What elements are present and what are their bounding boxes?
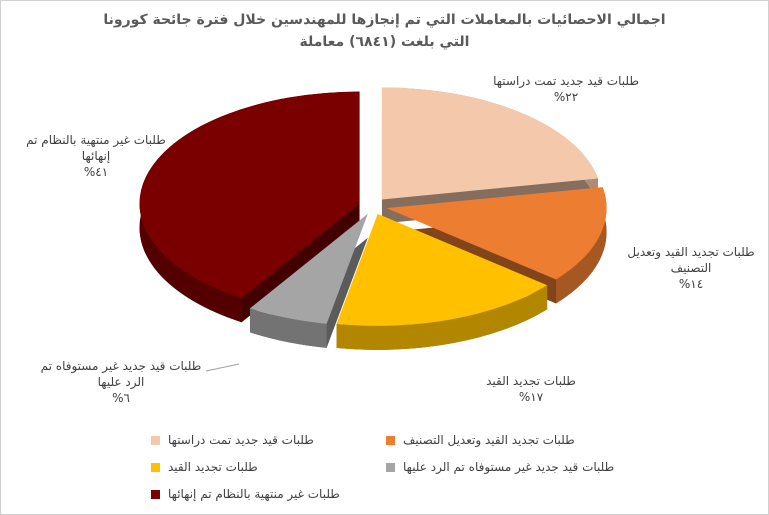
data-label-name: طلبات قيد جديد تمت دراستها xyxy=(493,74,639,88)
data-label: طلبات قيد جديد غير مستوفاه تم الرد عليها… xyxy=(31,358,211,406)
chart-subtitle: التي بلغت (٦٨٤١) معاملة xyxy=(299,34,470,50)
slice xyxy=(386,187,607,280)
legend-swatch xyxy=(386,462,395,472)
legend-label: طلبات قيد جديد غير مستوفاه تم الرد عليها xyxy=(403,460,615,474)
slice xyxy=(139,91,360,299)
legend-item: طلبات قيد جديد غير مستوفاه تم الرد عليها xyxy=(386,460,614,474)
legend-item: طلبات تجديد القيد xyxy=(151,460,258,474)
legend-swatch xyxy=(386,435,395,445)
legend-item: طلبات غير منتهية بالنظام تم إنهائها xyxy=(151,487,340,501)
data-label: طلبات غير منتهية بالنظام تم إنهائها ٤١% xyxy=(11,132,181,180)
data-label-name: طلبات قيد جديد غير مستوفاه تم الرد عليها xyxy=(40,359,202,389)
data-label-name: طلبات تجديد القيد xyxy=(486,374,576,388)
legend-swatch xyxy=(151,489,160,499)
legend-item: طلبات تجديد القيد وتعديل التصنيف xyxy=(386,433,575,447)
slice xyxy=(249,213,368,324)
legend-swatch xyxy=(151,435,160,445)
legend-item: طلبات قيد جديد تمت دراستها xyxy=(151,433,314,447)
slice xyxy=(336,213,548,326)
data-label-value: ٢٢% xyxy=(553,90,579,104)
slice xyxy=(381,87,599,200)
legend-label: طلبات قيد جديد تمت دراستها xyxy=(168,433,314,447)
data-label-name: طلبات تجديد القيد وتعديل التصنيف xyxy=(627,245,755,275)
slice-wall xyxy=(556,187,607,304)
data-label: طلبات قيد جديد تمت دراستها ٢٢% xyxy=(491,73,641,105)
legend-swatch xyxy=(151,462,160,472)
data-label-value: ٦% xyxy=(112,391,130,405)
slice-wall xyxy=(336,285,548,350)
data-label: طلبات تجديد القيد ١٧% xyxy=(471,373,591,405)
chart-title: اجمالي الاحصائيات بالمعاملات التي تم إنج… xyxy=(103,12,666,28)
slice-wall xyxy=(249,308,327,348)
data-label-name: طلبات غير منتهية بالنظام تم إنهائها xyxy=(26,133,166,163)
data-label-value: ٤١% xyxy=(83,165,109,179)
chart-title-box: اجمالي الاحصائيات بالمعاملات التي تم إنج… xyxy=(1,9,768,53)
data-label: طلبات تجديد القيد وتعديل التصنيف ١٤% xyxy=(621,244,761,292)
legend-label: طلبات غير منتهية بالنظام تم إنهائها xyxy=(168,487,340,501)
data-label-value: ١٤% xyxy=(678,277,704,291)
legend-label: طلبات تجديد القيد وتعديل التصنيف xyxy=(403,433,575,447)
leader-line xyxy=(205,363,240,372)
data-label-value: ١٧% xyxy=(518,390,544,404)
legend-label: طلبات تجديد القيد xyxy=(168,460,258,474)
